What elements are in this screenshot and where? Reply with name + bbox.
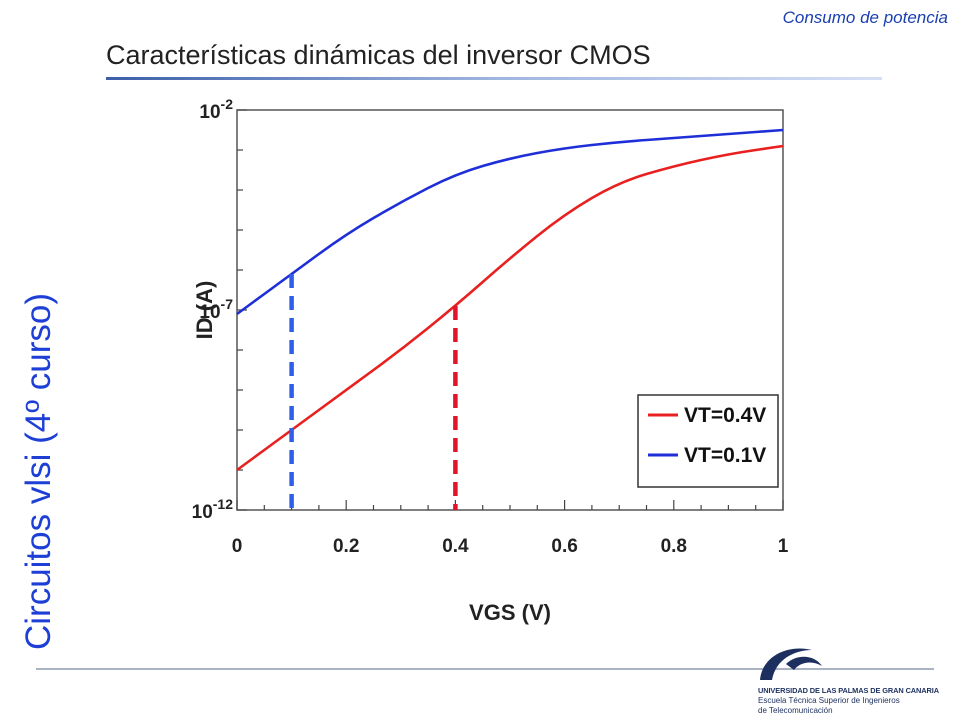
- legend-label: VT=0.1V: [684, 444, 766, 467]
- logo-school: Escuela Técnica Superior de Ingenieros: [758, 696, 900, 705]
- id-vgs-chart: 0 0.2 0.4 0.6 0.8 1 10-2 10-7 10-12 VGS (V) ID …: [192, 96, 789, 625]
- y-tick-label: 10-12: [192, 496, 234, 523]
- x-tick-labels: 0 0.2 0.4 0.6 0.8 1: [232, 536, 789, 557]
- university-logo-text: UNIVERSIDAD DE LAS PALMAS DE GRAN CANARI…: [758, 686, 948, 716]
- legend-label: VT=0.4V: [684, 404, 766, 427]
- footer-rule: [36, 668, 934, 670]
- axis-ticks: [236, 109, 784, 511]
- series-line-vt-0-4v: [236, 144, 784, 472]
- side-course-label: Circuitos vlsi (4º curso): [19, 292, 58, 650]
- series-line-vt-0-1v: [236, 128, 784, 316]
- y-tick-label: 10-2: [199, 96, 233, 123]
- logo-school-2: de Telecomunicación: [758, 706, 833, 715]
- y-tick-label: 10-7: [199, 296, 233, 323]
- x-tick-label: 0.2: [333, 536, 359, 557]
- slide-title: Características dinámicas del inversor C…: [106, 40, 651, 70]
- section-label: Consumo de potencia: [782, 8, 948, 27]
- x-tick-label: 1: [778, 536, 789, 557]
- x-tick-label: 0.8: [661, 536, 687, 557]
- vt-marker-lines: [289, 274, 458, 510]
- university-logo-icon: [760, 648, 822, 680]
- logo-university: UNIVERSIDAD DE LAS PALMAS DE GRAN CANARI…: [758, 686, 939, 695]
- y-tick-labels: 10-2 10-7 10-12: [192, 96, 234, 523]
- x-tick-label: 0.4: [442, 536, 469, 557]
- y-axis-label: ID (A): [192, 281, 217, 340]
- x-tick-label: 0.6: [551, 536, 577, 557]
- x-axis-label: VGS (V): [469, 600, 551, 625]
- x-tick-label: 0: [232, 536, 243, 557]
- legend-box: [637, 394, 779, 488]
- title-underline: [106, 77, 882, 80]
- series-lines: [236, 128, 784, 472]
- legend: VT=0.4V VT=0.1V: [637, 394, 779, 488]
